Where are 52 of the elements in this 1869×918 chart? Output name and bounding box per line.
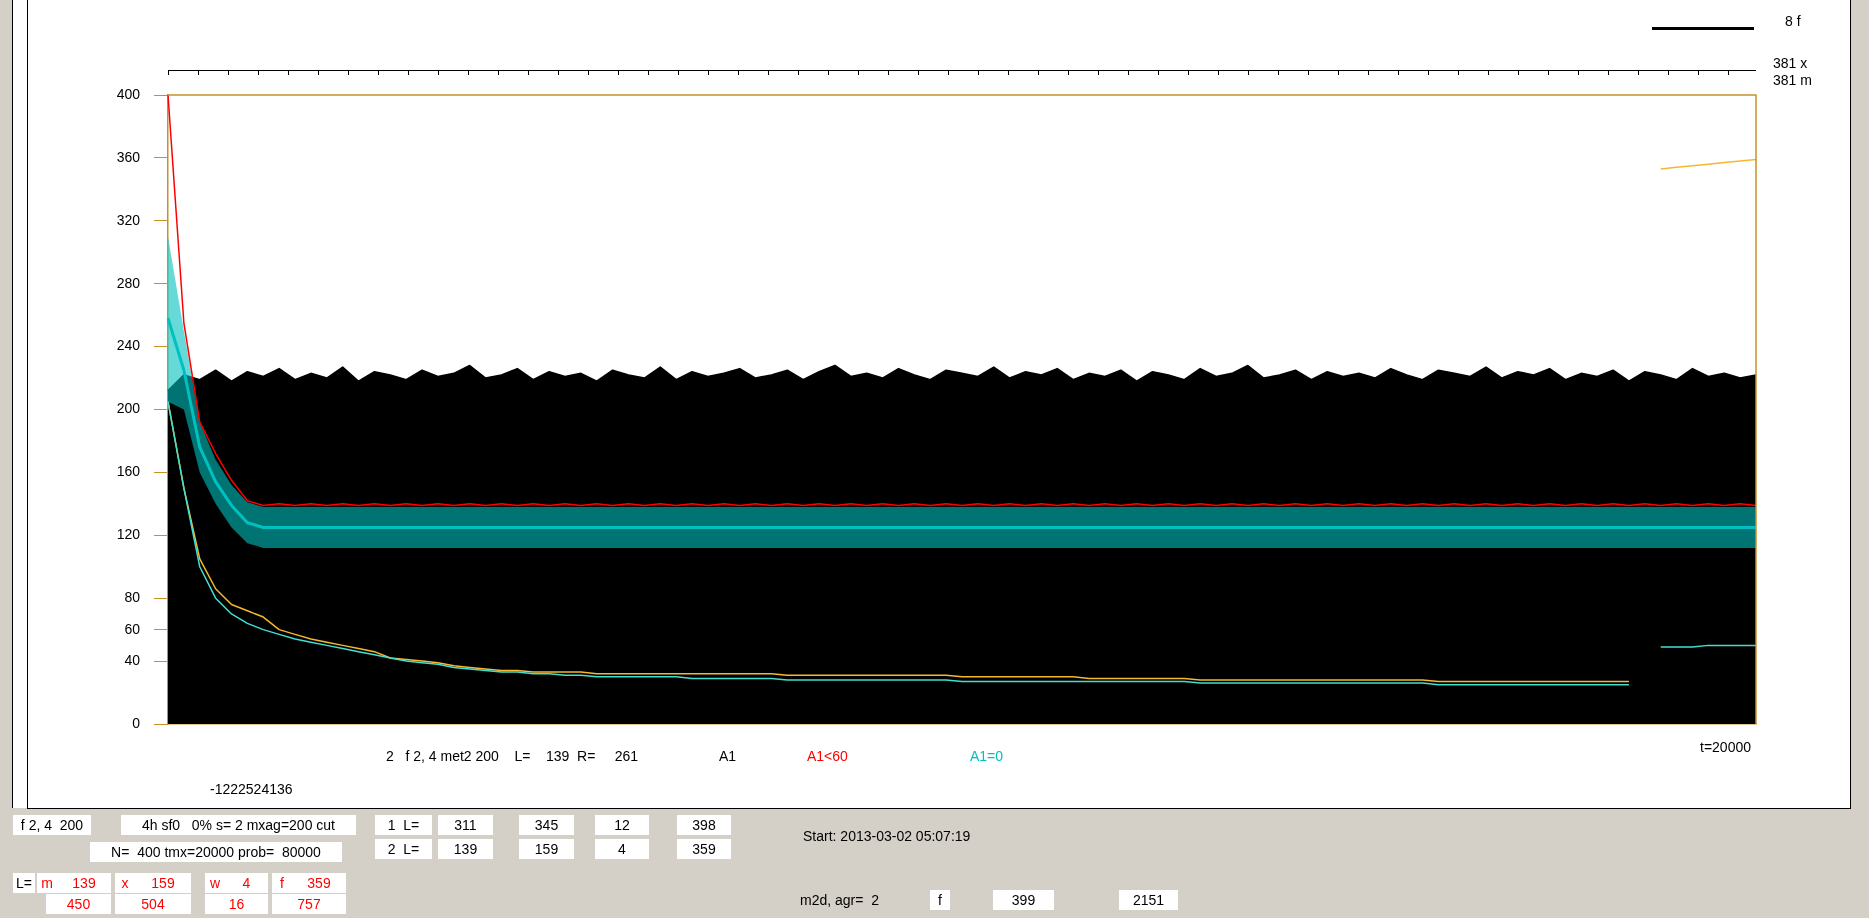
text: m2d, agr= 2 <box>800 891 879 910</box>
text: f <box>272 873 292 893</box>
text: m <box>37 873 57 893</box>
text: 4h sf0 0% s= 2 mxag=200 cut <box>121 815 356 835</box>
text: 359 <box>292 873 346 893</box>
y-tick-label: 240 <box>116 337 141 354</box>
text: 381 x <box>1773 54 1808 73</box>
text: 159 <box>519 839 574 859</box>
text: 4 <box>225 873 268 893</box>
text: 450 <box>46 894 111 914</box>
y-tick-label: 0 <box>132 714 141 731</box>
y-tick-label: 160 <box>116 463 141 480</box>
y-tick-label: 80 <box>124 589 141 606</box>
text: -1222524136 <box>210 780 293 799</box>
text: w <box>205 873 225 893</box>
y-tick-label: 200 <box>116 400 141 417</box>
text: 4 <box>595 839 649 859</box>
text: 359 <box>677 839 731 859</box>
text: 345 <box>519 815 574 835</box>
text: L= <box>13 873 35 893</box>
text: 311 <box>438 815 493 835</box>
series-label: A1 <box>719 747 737 766</box>
text: Start: 2013-03-02 05:07:19 <box>803 827 971 846</box>
text: 16 <box>205 894 268 914</box>
y-tick-label: 40 <box>124 651 141 668</box>
text: f <box>930 890 950 910</box>
text: N= 400 tmx=20000 prob= 80000 <box>90 842 342 862</box>
text: 2151 <box>1119 890 1178 910</box>
y-tick-label: 280 <box>116 274 141 291</box>
text: 139 <box>57 873 111 893</box>
text: 139 <box>438 839 493 859</box>
text: 12 <box>595 815 649 835</box>
text: x <box>115 873 135 893</box>
text: A1<60 <box>807 747 848 766</box>
text: 757 <box>272 894 346 914</box>
text: t=20000 <box>1700 738 1751 757</box>
text: 2 L= <box>375 839 432 859</box>
text: 8 f <box>1785 12 1801 31</box>
text: f 2, 4 200 <box>13 815 91 835</box>
text: 2 f 2, 4 met2 200 L= 139 R= 261 <box>386 747 639 766</box>
text: 399 <box>993 890 1054 910</box>
y-tick-label: 360 <box>116 148 141 165</box>
y-tick-label: 320 <box>116 211 141 228</box>
text: 159 <box>135 873 191 893</box>
text: 381 m <box>1773 71 1812 90</box>
y-tick-label: 60 <box>124 620 141 637</box>
y-tick-label: 400 <box>116 85 141 102</box>
text: 1 L= <box>375 815 432 835</box>
text: 398 <box>677 815 731 835</box>
text: 504 <box>115 894 191 914</box>
text: A1=0 <box>970 747 1004 766</box>
y-tick-label: 120 <box>116 526 141 543</box>
